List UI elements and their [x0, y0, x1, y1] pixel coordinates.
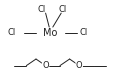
Text: Cl: Cl [38, 5, 46, 14]
Text: Cl: Cl [80, 28, 88, 37]
Text: Mo: Mo [43, 28, 58, 38]
Text: O: O [76, 61, 83, 70]
Text: Cl: Cl [8, 28, 16, 37]
Text: Cl: Cl [58, 5, 66, 14]
Text: O: O [42, 61, 49, 70]
